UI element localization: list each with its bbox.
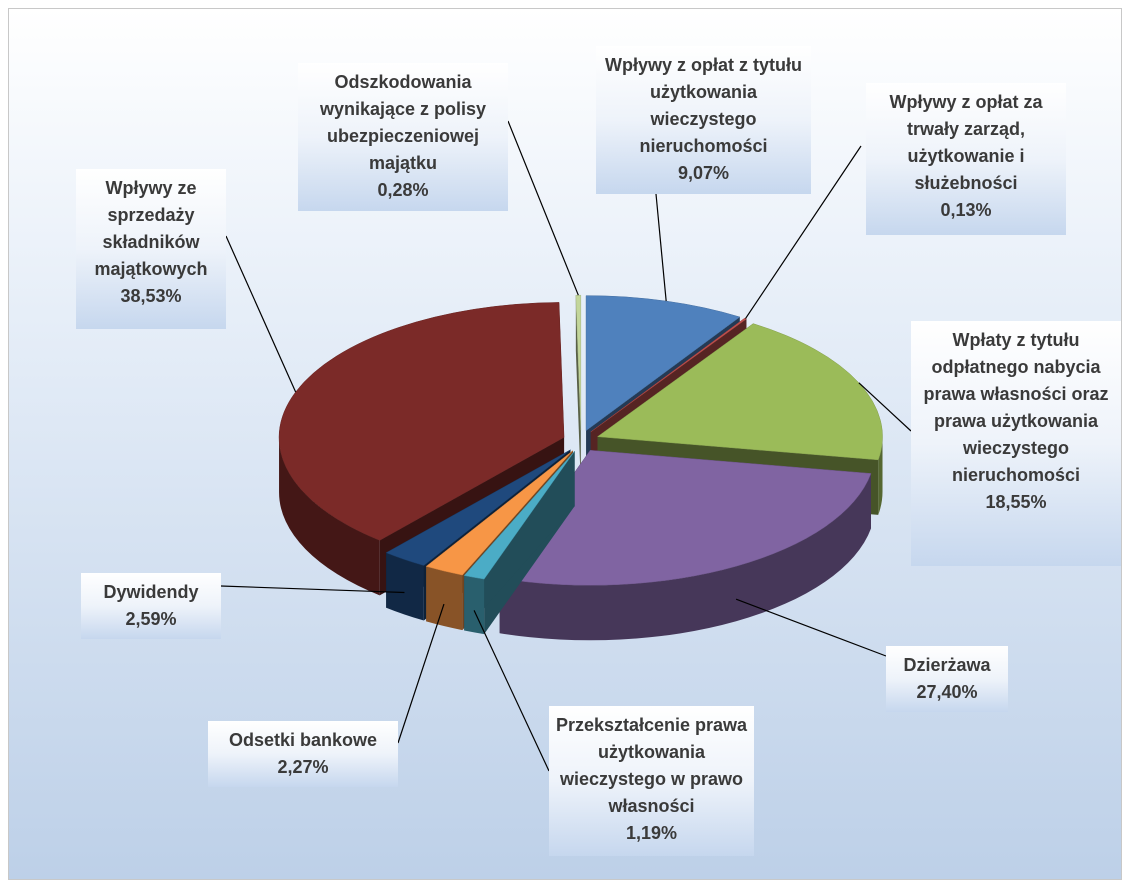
value-label: 0,13% xyxy=(940,200,992,220)
value-label: 2,59% xyxy=(125,609,177,629)
data-label: Odszkodowania wynikające z polisy ubezpi… xyxy=(298,63,508,211)
value-label: 9,07% xyxy=(677,163,730,183)
data-label: Wpłaty z tytułu odpłatnego nabycia prawa… xyxy=(911,321,1121,566)
pie-plot xyxy=(220,120,912,772)
slice-side xyxy=(878,436,883,515)
slice xyxy=(596,323,883,461)
slice-side xyxy=(499,473,871,641)
leader-line xyxy=(225,235,297,393)
category-label: Dywidendy xyxy=(103,582,199,602)
leader-line xyxy=(735,598,887,657)
value-label: 1,19% xyxy=(625,823,678,843)
slice-side xyxy=(279,437,380,596)
value-label: 0,28% xyxy=(377,180,429,200)
value-label: 18,55% xyxy=(985,492,1047,512)
data-label: Dywidendy 2,59% xyxy=(81,573,221,639)
slice xyxy=(499,450,872,586)
slice xyxy=(463,450,575,580)
chart: Wpływy z opłat z tytułu użytkowania wiec… xyxy=(8,8,1122,880)
data-label: Dzierżawa 27,40% xyxy=(886,646,1008,712)
category-label: Wpływy ze sprzedaży składników majątkowy… xyxy=(94,178,208,279)
slice-side xyxy=(426,566,463,631)
slice-wall xyxy=(464,451,575,631)
category-label: Wpłaty z tytułu odpłatnego nabycia prawa… xyxy=(923,330,1109,485)
slice-side xyxy=(386,552,424,621)
data-label: Przekształcenie prawa użytkowania wieczy… xyxy=(549,706,754,856)
category-label: Wpływy z opłat za trwały zarząd, użytkow… xyxy=(889,92,1043,193)
leader-line xyxy=(745,145,862,319)
data-label: Wpływy ze sprzedaży składników majątkowy… xyxy=(76,169,226,329)
slice xyxy=(425,450,574,576)
leader-line xyxy=(220,585,405,594)
leader-line xyxy=(397,603,445,744)
data-label: Odsetki bankowe 2,27% xyxy=(208,721,398,787)
slice-side xyxy=(464,575,485,635)
data-label: Wpływy z opłat z tytułu użytkowania wiec… xyxy=(596,46,811,194)
category-label: Wpływy z opłat z tytułu użytkowania wiec… xyxy=(605,55,802,156)
data-label: Wpływy z opłat za trwały zarząd, użytkow… xyxy=(866,83,1066,235)
leader-line xyxy=(507,120,579,296)
value-label: 38,53% xyxy=(120,286,182,306)
leader-line xyxy=(473,610,550,772)
category-label: Odsetki bankowe xyxy=(228,730,378,750)
category-label: Dzierżawa xyxy=(903,655,991,675)
category-label: Odszkodowania wynikające z polisy ubezpi… xyxy=(319,72,487,173)
value-label: 2,27% xyxy=(277,757,329,777)
value-label: 27,40% xyxy=(916,682,978,702)
slice-wall xyxy=(575,295,581,486)
slice xyxy=(385,449,571,566)
leader-line xyxy=(858,382,912,432)
leader-line xyxy=(655,193,667,302)
slice xyxy=(278,302,565,541)
category-label: Przekształcenie prawa użytkowania wieczy… xyxy=(555,715,748,816)
slice xyxy=(590,317,748,433)
